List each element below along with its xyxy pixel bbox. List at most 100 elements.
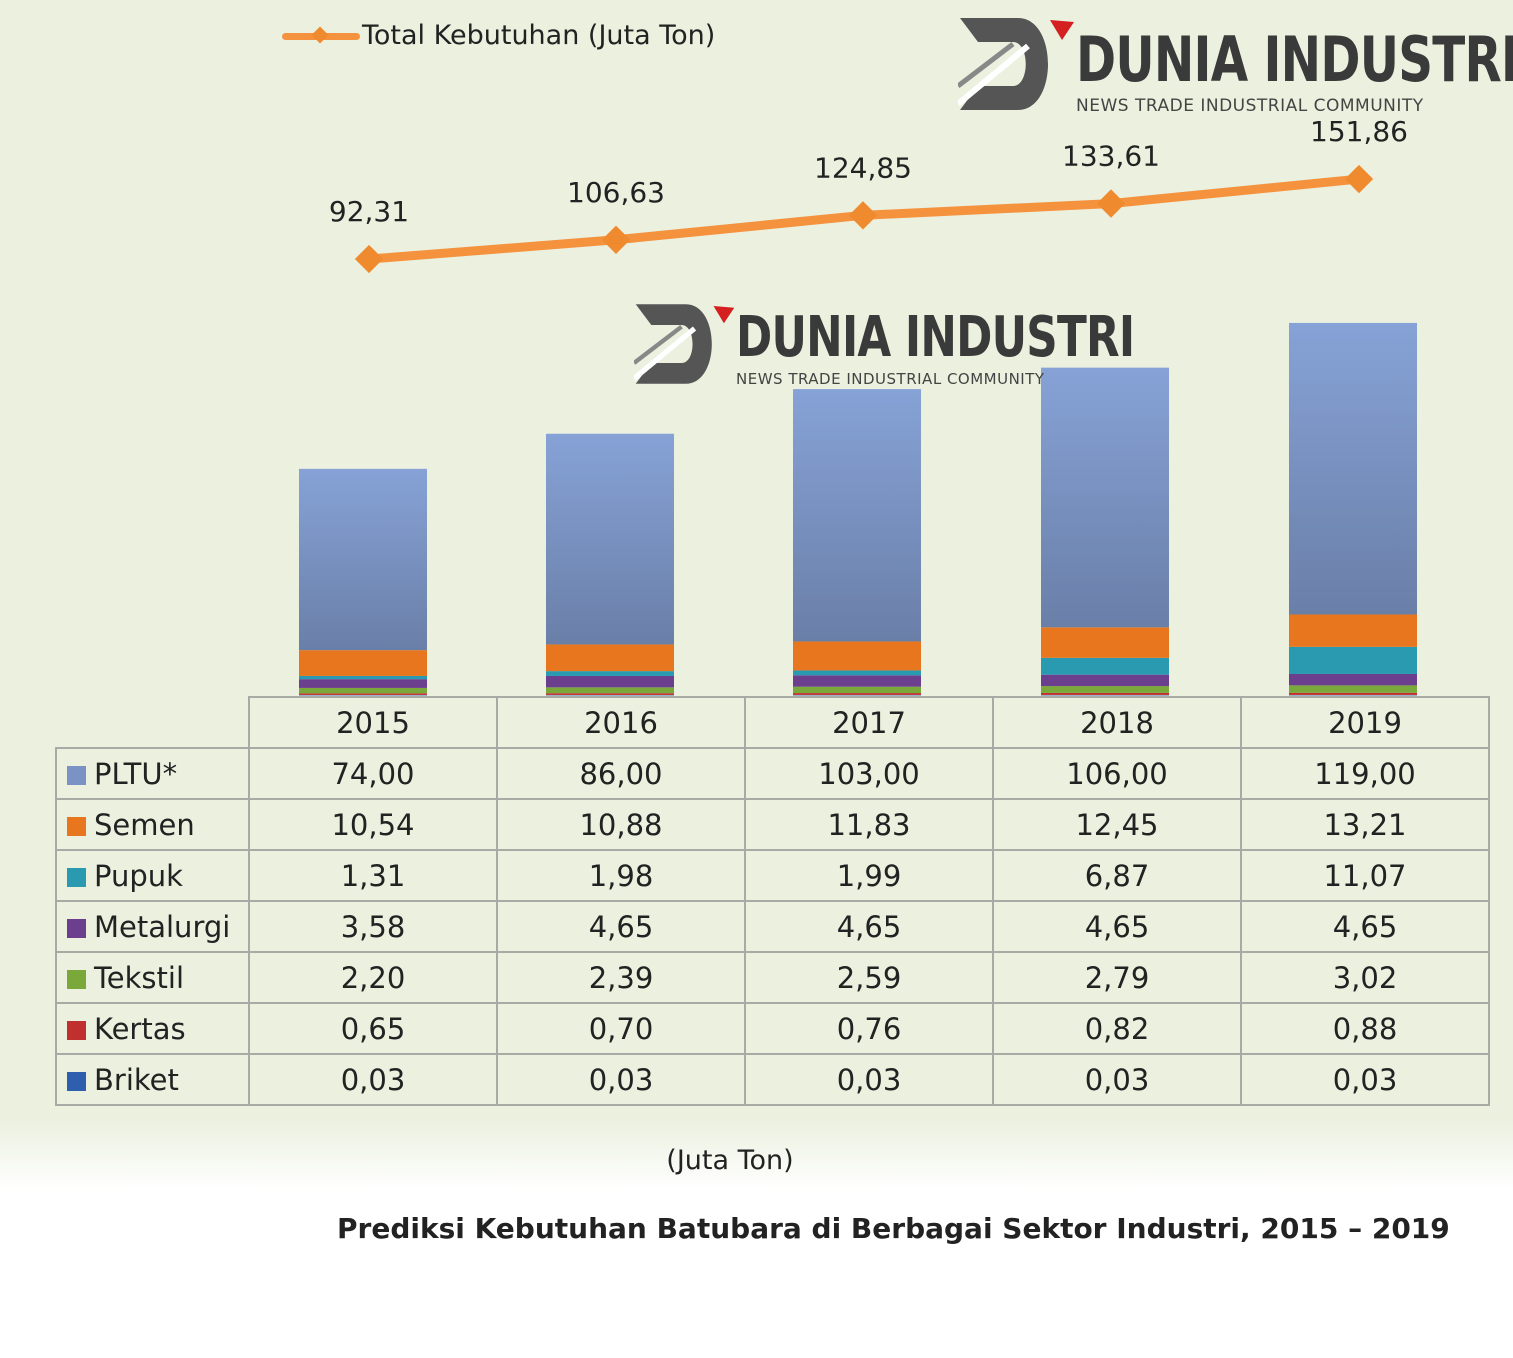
table-row: Kertas 0,65 0,70 0,76 0,82 0,88 (55, 1002, 1490, 1055)
total-point-2019 (1344, 164, 1374, 194)
data-cell: 103,00 (744, 747, 994, 800)
bar-segment-pupuk-2015 (299, 675, 427, 680)
x-tick-label: 2015 (248, 696, 498, 749)
bar-segment-briket-2016 (546, 694, 674, 696)
chart-title: Prediksi Kebutuhan Batubara di Berbagai … (337, 1212, 1450, 1245)
data-cell: 86,00 (496, 747, 746, 800)
bar-segment-pupuk-2016 (546, 671, 674, 676)
table-corner (56, 697, 249, 748)
total-data-label: 92,31 (329, 195, 409, 228)
data-cell: 2,20 (248, 951, 498, 1004)
table-row: Metalurgi 3,58 4,65 4,65 4,65 4,65 (55, 900, 1490, 953)
bar-segment-semen-2019 (1289, 614, 1417, 647)
data-cell: 10,54 (248, 798, 498, 851)
bar-segment-briket-2017 (793, 694, 921, 696)
data-cell: 0,82 (992, 1002, 1242, 1055)
series-name: Metalurgi (94, 909, 231, 944)
bar-segment-pupuk-2017 (793, 670, 921, 676)
bar-segment-kertas-2018 (1041, 692, 1169, 695)
data-cell: 0,03 (1240, 1053, 1490, 1106)
data-cell: 1,99 (744, 849, 994, 902)
series-name: Semen (94, 807, 195, 842)
series-name: Tekstil (94, 960, 185, 995)
data-cell: 0,76 (744, 1002, 994, 1055)
series-label: Kertas (55, 1002, 250, 1055)
table-header-row: 2015 2016 2017 2018 2019 (56, 696, 1490, 749)
logo-name: DUNIA INDUSTRI (1076, 23, 1513, 96)
total-point-2015 (354, 244, 384, 274)
legend-swatch-icon (67, 765, 86, 785)
bar-segment-tekstil-2019 (1289, 685, 1417, 693)
bar-segment-tekstil-2017 (793, 686, 921, 694)
data-cell: 0,70 (496, 1002, 746, 1055)
bar-segment-briket-2015 (299, 694, 427, 696)
unit-label: (Juta Ton) (666, 1145, 794, 1176)
data-cell: 2,59 (744, 951, 994, 1004)
data-cell: 2,79 (992, 951, 1242, 1004)
data-cell: 3,02 (1240, 951, 1490, 1004)
series-label: Briket (55, 1053, 250, 1106)
series-label: PLTU* (55, 747, 250, 800)
data-cell: 0,88 (1240, 1002, 1490, 1055)
bar-segment-kertas-2019 (1289, 692, 1417, 695)
watermark-logo-top: DUNIA INDUSTRI NEWS TRADE INDUSTRIAL COM… (958, 16, 1513, 116)
bar-segment-metalurgi-2017 (793, 675, 921, 687)
legend-swatch-icon (67, 918, 86, 938)
bar-segment-pltu-2016 (546, 433, 674, 645)
bar-segment-pltu-2017 (793, 389, 921, 642)
bar-segment-semen-2015 (299, 650, 427, 676)
legend-line-marker-icon (282, 30, 360, 42)
bar-segment-metalurgi-2016 (546, 675, 674, 688)
total-point-2016 (601, 225, 631, 254)
data-cell: 74,00 (248, 747, 498, 800)
bar-segment-briket-2019 (1289, 694, 1417, 696)
data-cell: 6,87 (992, 849, 1242, 902)
logo-d-icon (634, 304, 735, 384)
bar-segment-kertas-2015 (299, 693, 427, 695)
data-cell: 0,65 (248, 1002, 498, 1055)
bar-segment-tekstil-2018 (1041, 686, 1169, 693)
data-cell: 106,00 (992, 747, 1242, 800)
total-point-2018 (1096, 189, 1126, 218)
table-row: Pupuk 1,31 1,98 1,99 6,87 11,07 (55, 849, 1490, 902)
series-label: Semen (55, 798, 250, 851)
data-cell: 0,03 (744, 1053, 994, 1106)
legend: Total Kebutuhan (Juta Ton) (282, 20, 715, 51)
series-label: Tekstil (55, 951, 250, 1004)
bar-segment-metalurgi-2018 (1041, 674, 1169, 687)
watermark-logo-center: DUNIA INDUSTRI NEWS TRADE INDUSTRIAL COM… (634, 302, 1247, 388)
legend-swatch-icon (67, 1071, 86, 1091)
total-data-label: 133,61 (1062, 140, 1160, 173)
legend-label: Total Kebutuhan (Juta Ton) (362, 20, 716, 51)
table-row: PLTU* 74,00 86,00 103,00 106,00 119,00 (55, 747, 1490, 800)
total-data-label: 106,63 (567, 176, 665, 209)
table-row: Tekstil 2,20 2,39 2,59 2,79 3,02 (55, 951, 1490, 1004)
bar-segment-pltu-2019 (1289, 322, 1417, 615)
total-point-2017 (848, 201, 878, 230)
bar-segment-pupuk-2019 (1289, 646, 1417, 674)
data-cell: 1,31 (248, 849, 498, 902)
series-name: Pupuk (94, 858, 183, 893)
x-tick-label: 2017 (744, 696, 994, 749)
series-label: Metalurgi (55, 900, 250, 953)
data-cell: 4,65 (496, 900, 746, 953)
data-cell: 2,39 (496, 951, 746, 1004)
logo-tagline: NEWS TRADE INDUSTRIAL COMMUNITY (736, 370, 1045, 388)
data-cell: 13,21 (1240, 798, 1490, 851)
bar-segment-pupuk-2018 (1041, 657, 1169, 675)
data-cell: 1,98 (496, 849, 746, 902)
logo-tagline: NEWS TRADE INDUSTRIAL COMMUNITY (1076, 96, 1424, 116)
data-cell: 0,03 (496, 1053, 746, 1106)
data-cell: 4,65 (744, 900, 994, 953)
bar-segment-tekstil-2015 (299, 687, 427, 694)
data-cell: 4,65 (1240, 900, 1490, 953)
bar-segment-semen-2016 (546, 644, 674, 672)
series-name: Briket (94, 1062, 179, 1097)
bar-segment-semen-2017 (793, 641, 921, 671)
data-cell: 3,58 (248, 900, 498, 953)
logo-d-icon (958, 18, 1074, 110)
data-cell: 0,03 (248, 1053, 498, 1106)
x-tick-label: 2019 (1240, 696, 1490, 749)
x-tick-label: 2018 (992, 696, 1242, 749)
series-name: Kertas (94, 1011, 186, 1046)
